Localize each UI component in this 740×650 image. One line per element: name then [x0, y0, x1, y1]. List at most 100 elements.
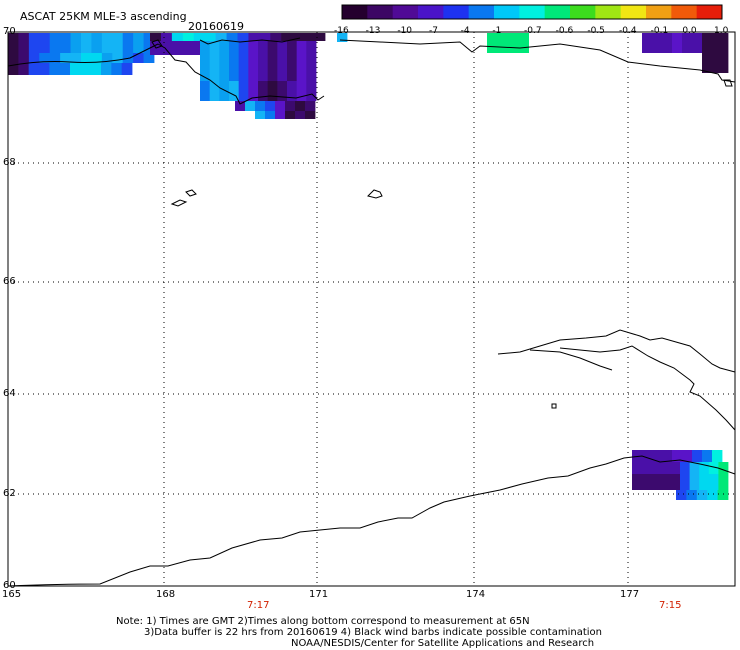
swath-cell	[215, 33, 227, 41]
swath-cell	[219, 81, 230, 101]
swath-cell	[59, 63, 71, 75]
colorbar-swatch	[392, 5, 419, 19]
swath-cell	[680, 462, 690, 474]
swath-cell	[70, 33, 82, 53]
swath-cell	[60, 33, 71, 53]
swath-cell	[39, 63, 50, 75]
swath-cell	[708, 474, 719, 490]
latitude-label: 62	[3, 488, 16, 499]
swath-cell	[162, 41, 176, 55]
coastline	[7, 43, 159, 67]
swath-cell	[49, 63, 61, 75]
note-line-1: Note: 1) Times are GMT 2)Times along bot…	[116, 616, 530, 627]
colorbar-swatch	[519, 5, 546, 19]
swath-cell	[672, 33, 683, 53]
longitude-label: 165	[2, 589, 22, 600]
swath-cell	[81, 33, 92, 53]
swath-cell	[133, 53, 144, 63]
swath-cell	[660, 462, 671, 474]
swath-cell	[306, 81, 317, 101]
swath-cell	[171, 33, 184, 41]
swath-cell	[306, 41, 317, 81]
colorbar-swatch	[570, 5, 596, 19]
coastline	[185, 189, 197, 197]
swath-cell	[680, 474, 690, 490]
swath-cell	[193, 33, 206, 41]
colorbar-swatch	[418, 5, 444, 19]
swath-cell	[28, 63, 40, 75]
swath-cell	[49, 53, 61, 63]
swath-cell	[712, 450, 723, 462]
swath-cell	[660, 474, 671, 490]
time-label-right: 7:15	[659, 600, 682, 611]
swath-cell	[670, 462, 681, 474]
latitude-label: 68	[3, 157, 16, 168]
swath-cell	[259, 33, 271, 41]
swath-cell	[277, 81, 288, 101]
swath-cell	[122, 33, 134, 53]
swath-cell	[275, 111, 286, 119]
swath-cell	[718, 474, 729, 490]
swath-cell	[18, 63, 30, 75]
swath-cell	[641, 474, 652, 490]
colorbar-swatch	[367, 5, 394, 19]
swath-cell	[287, 41, 298, 81]
swath-cell	[187, 41, 201, 55]
swath-cell	[28, 33, 40, 53]
swath-cell	[337, 33, 348, 42]
swath-cell	[245, 101, 256, 111]
longitude-label: 168	[156, 589, 176, 600]
swath-cell	[204, 33, 217, 41]
swath-cell	[70, 53, 82, 63]
colorbar-tick-label: -7	[429, 26, 438, 36]
longitude-label: 177	[620, 589, 640, 600]
swath-cell	[143, 33, 155, 53]
swath-cell	[699, 474, 710, 490]
swath-cell	[682, 450, 693, 462]
swath-cell	[287, 81, 298, 101]
colorbar-tick-label: -0.6	[555, 26, 574, 36]
swath-cell	[305, 101, 316, 111]
swath-cell	[255, 111, 266, 119]
colorbar-swatch	[443, 5, 470, 19]
latitude-label: 66	[3, 276, 16, 287]
swath-cell	[702, 450, 713, 462]
swath-cell	[292, 33, 304, 41]
swath-cell	[18, 53, 30, 63]
note-line-3: NOAA/NESDIS/Center for Satellite Applica…	[291, 638, 595, 649]
swath-cell	[219, 41, 230, 81]
swath-cell	[238, 81, 249, 101]
swath-cell	[314, 33, 326, 41]
swath-cell	[90, 63, 102, 75]
swath-cell	[80, 63, 92, 75]
swath-cell	[718, 462, 729, 474]
swath-cell	[8, 33, 19, 53]
swath-cell	[267, 81, 278, 101]
swath-cell	[235, 101, 246, 111]
swath-cell	[692, 33, 703, 53]
swath-cell	[91, 53, 103, 63]
colorbar-tick-label: -4	[460, 26, 470, 36]
coastline	[170, 199, 188, 207]
colorbar-tick-label: -16	[334, 26, 349, 36]
swath-cell	[238, 41, 249, 81]
colorbar-tick-label: -0.4	[619, 26, 637, 36]
coastline	[339, 39, 736, 83]
swath-cell	[101, 53, 113, 63]
swath-cell	[686, 490, 698, 500]
swath-cell	[717, 490, 729, 500]
swath-cell	[226, 33, 238, 41]
swath-cell	[39, 33, 51, 53]
swath-cell	[641, 462, 652, 474]
swath-cell	[275, 101, 286, 111]
swath-cell	[39, 53, 51, 63]
swath-cell	[112, 33, 124, 53]
swath-cell	[652, 33, 663, 53]
swath-cell	[150, 33, 162, 41]
coastline	[199, 37, 301, 45]
latitude-label: 70	[3, 26, 16, 37]
swath-cell	[642, 33, 653, 53]
swath-cell	[18, 33, 30, 53]
swath-cell	[487, 33, 529, 53]
